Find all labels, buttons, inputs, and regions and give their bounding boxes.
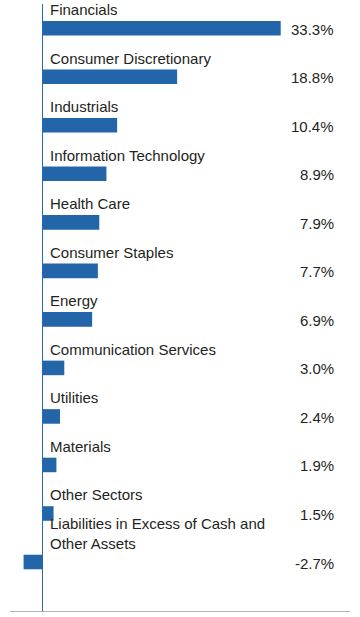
svg-text:3.0%: 3.0% <box>300 360 334 377</box>
svg-text:10.4%: 10.4% <box>291 118 334 135</box>
svg-text:Financials: Financials <box>50 1 118 18</box>
svg-text:6.9%: 6.9% <box>300 312 334 329</box>
svg-text:Consumer Staples: Consumer Staples <box>50 244 173 261</box>
svg-text:18.8%: 18.8% <box>291 69 334 86</box>
svg-text:Energy: Energy <box>50 292 98 309</box>
svg-text:Liabilities in Excess of Cash: Liabilities in Excess of Cash andOther A… <box>50 515 265 552</box>
svg-text:1.9%: 1.9% <box>300 457 334 474</box>
svg-text:2.4%: 2.4% <box>300 409 334 426</box>
svg-text:33.3%: 33.3% <box>291 21 334 38</box>
svg-text:Information Technology: Information Technology <box>50 147 205 164</box>
svg-text:-2.7%: -2.7% <box>295 555 334 572</box>
svg-text:Materials: Materials <box>50 438 111 455</box>
svg-text:Communication Services: Communication Services <box>50 341 216 358</box>
svg-text:1.5%: 1.5% <box>300 506 334 523</box>
svg-text:Health Care: Health Care <box>50 195 130 212</box>
svg-text:8.9%: 8.9% <box>300 166 334 183</box>
svg-text:Utilities: Utilities <box>50 389 98 406</box>
svg-text:7.9%: 7.9% <box>300 215 334 232</box>
svg-text:Consumer Discretionary: Consumer Discretionary <box>50 50 211 67</box>
svg-text:Other Sectors: Other Sectors <box>50 486 143 503</box>
svg-text:7.7%: 7.7% <box>300 263 334 280</box>
svg-text:Industrials: Industrials <box>50 98 118 115</box>
